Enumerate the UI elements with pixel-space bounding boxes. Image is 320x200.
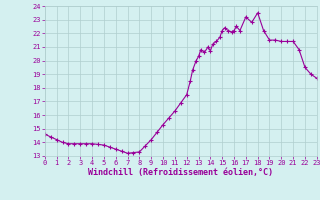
X-axis label: Windchill (Refroidissement éolien,°C): Windchill (Refroidissement éolien,°C) bbox=[88, 168, 273, 177]
